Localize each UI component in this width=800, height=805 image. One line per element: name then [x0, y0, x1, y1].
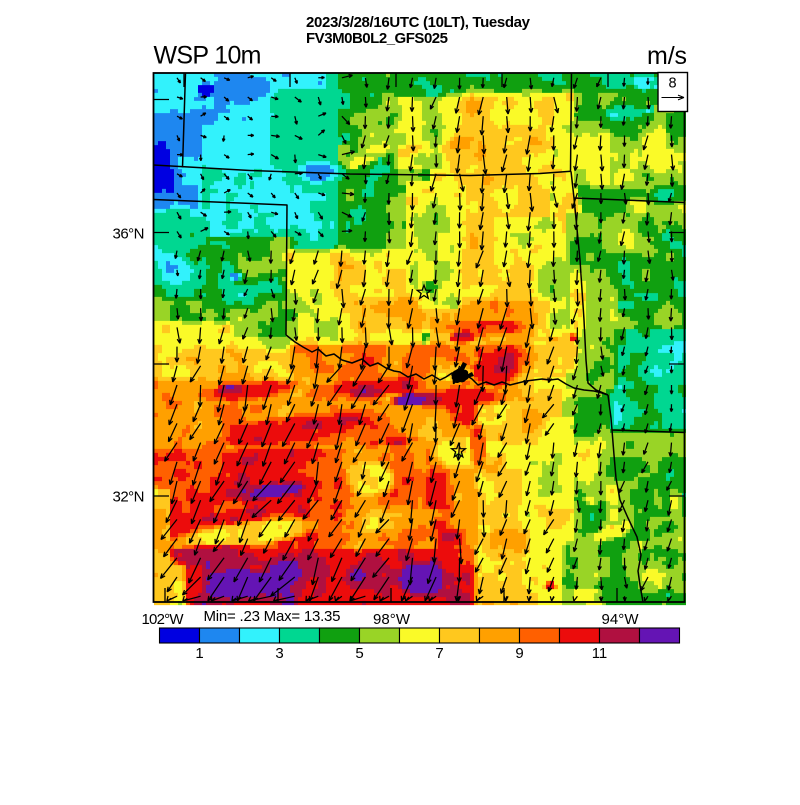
- svg-text:102°W: 102°W: [142, 611, 185, 628]
- svg-text:Min= .23 Max= 13.35: Min= .23 Max= 13.35: [204, 608, 341, 625]
- svg-text:FV3M0B0L2_GFS025: FV3M0B0L2_GFS025: [306, 30, 448, 47]
- svg-text:94°W: 94°W: [602, 611, 640, 628]
- svg-text:7: 7: [435, 645, 443, 662]
- svg-text:3: 3: [275, 645, 283, 662]
- svg-text:9: 9: [515, 645, 523, 662]
- svg-text:32°N: 32°N: [113, 489, 145, 506]
- svg-text:36°N: 36°N: [113, 226, 145, 243]
- svg-text:2023/3/28/16UTC (10LT), Tuesda: 2023/3/28/16UTC (10LT), Tuesday: [306, 14, 531, 31]
- svg-text:11: 11: [592, 645, 608, 662]
- svg-text:WSP 10m: WSP 10m: [154, 42, 262, 70]
- svg-text:m/s: m/s: [647, 42, 687, 70]
- svg-text:1: 1: [195, 645, 203, 662]
- svg-text:98°W: 98°W: [373, 611, 411, 628]
- svg-text:5: 5: [355, 645, 363, 662]
- svg-text:8: 8: [668, 76, 676, 92]
